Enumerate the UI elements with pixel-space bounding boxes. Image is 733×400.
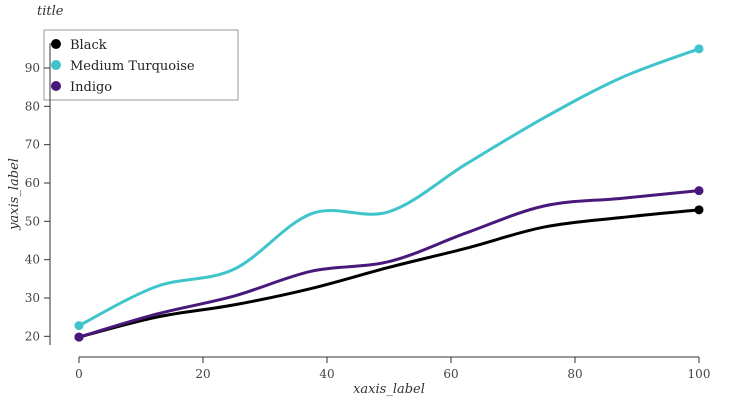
y-tick-label: 80	[25, 99, 40, 113]
legend-label-black: Black	[70, 38, 107, 53]
y-tick-label: 90	[25, 61, 40, 75]
legend: Black Medium Turquoise Indigo	[43, 29, 239, 101]
legend-marker-medium-turquoise	[51, 60, 61, 70]
legend-label-indigo: Indigo	[70, 80, 112, 95]
series-end-point-medium-turquoise	[694, 44, 704, 54]
legend-entry-indigo: Indigo	[51, 80, 112, 95]
series-layer	[74, 44, 704, 342]
legend-marker-black	[51, 39, 61, 49]
series-line-indigo	[77, 189, 701, 339]
series-line-black	[77, 208, 701, 339]
y-tick-label: 50	[25, 214, 40, 228]
series-line-medium-turquoise	[77, 47, 701, 328]
x-tick-label: 60	[443, 367, 458, 381]
y-tick-label: 70	[25, 138, 40, 152]
series-end-point-black	[694, 205, 704, 215]
x-tick-label: 20	[195, 367, 210, 381]
y-axis-title: yaxis_label	[7, 158, 22, 231]
y-tick-label: 40	[25, 253, 40, 267]
chart-title: title	[37, 4, 64, 19]
x-ticks: 0 20 40 60 80 100	[75, 357, 710, 381]
x-tick-label: 0	[75, 367, 83, 381]
x-tick-label: 80	[567, 367, 582, 381]
legend-entry-black: Black	[51, 38, 107, 53]
x-tick-label: 100	[688, 367, 711, 381]
legend-marker-indigo	[51, 81, 61, 91]
series-start-point-indigo	[74, 332, 84, 342]
legend-entry-medium-turquoise: Medium Turquoise	[51, 59, 195, 74]
series-start-point-medium-turquoise	[74, 321, 84, 331]
x-axis-title: xaxis_label	[353, 382, 425, 397]
y-tick-label: 30	[25, 291, 40, 305]
y-ticks: 20 30 40 50 60 70 80 90	[25, 61, 50, 343]
series-end-point-indigo	[694, 186, 704, 196]
x-tick-label: 40	[319, 367, 334, 381]
legend-box	[43, 29, 239, 101]
legend-label-medium-turquoise: Medium Turquoise	[70, 59, 195, 74]
y-tick-label: 20	[25, 329, 40, 343]
y-tick-label: 60	[25, 176, 40, 190]
